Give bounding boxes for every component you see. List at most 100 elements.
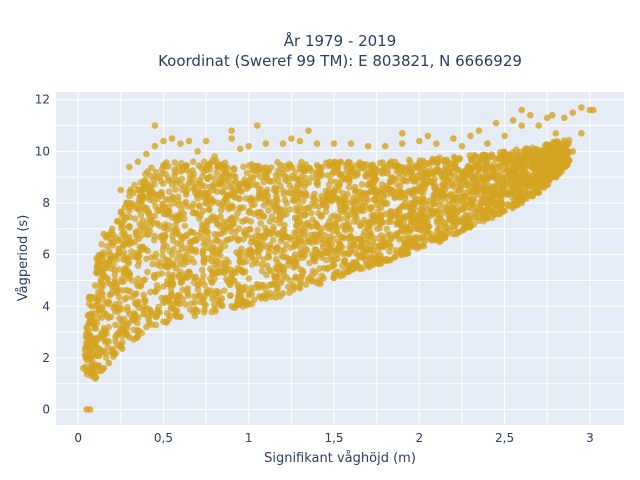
scatter-point: [111, 276, 119, 284]
scatter-point: [386, 241, 393, 248]
scatter-point: [144, 192, 152, 200]
scatter-point: [334, 268, 342, 276]
scatter-point: [169, 233, 176, 240]
scatter-point: [257, 173, 265, 181]
scatter-point: [404, 234, 411, 241]
scatter-point: [98, 329, 105, 336]
scatter-point: [467, 132, 474, 140]
scatter-point: [210, 158, 218, 166]
scatter-point: [112, 338, 119, 345]
scatter-point: [139, 223, 146, 230]
scatter-point: [225, 236, 232, 243]
scatter-point: [483, 178, 490, 186]
scatter-point: [274, 159, 281, 166]
scatter-point: [338, 198, 346, 205]
scatter-point: [305, 179, 313, 187]
scatter-point: [185, 180, 192, 187]
scatter-point: [201, 300, 208, 308]
scatter-point: [214, 188, 221, 195]
scatter-point: [93, 319, 101, 327]
x-tick-label: 2: [415, 431, 423, 445]
scatter-point: [266, 218, 274, 225]
scatter-point: [239, 268, 247, 275]
scatter-point: [122, 234, 129, 242]
scatter-point: [336, 180, 344, 188]
scatter-point: [257, 209, 264, 217]
scatter-point: [248, 234, 256, 242]
scatter-point: [561, 150, 569, 157]
scatter-point: [112, 234, 120, 241]
scatter-point: [168, 135, 176, 142]
scatter-point: [488, 208, 495, 215]
scatter-point: [349, 199, 356, 207]
scatter-point: [245, 275, 253, 282]
scatter-point: [230, 172, 237, 180]
scatter-point: [171, 159, 178, 166]
scatter-point: [285, 283, 292, 291]
scatter-point: [313, 246, 320, 254]
scatter-point: [182, 301, 189, 308]
scatter-point: [369, 165, 377, 173]
scatter-point: [458, 142, 466, 150]
scatter-point: [248, 253, 255, 260]
scatter-point: [131, 291, 139, 298]
scatter-point: [242, 258, 250, 265]
scatter-point: [399, 202, 407, 209]
scatter-point: [415, 187, 423, 194]
scatter-point: [364, 261, 372, 269]
scatter-point: [247, 284, 255, 292]
scatter-point: [263, 271, 270, 279]
scatter-point: [157, 190, 165, 197]
scatter-point: [99, 291, 106, 298]
scatter-point: [175, 300, 182, 307]
scatter-point: [167, 276, 175, 284]
scatter-point: [112, 321, 119, 329]
x-tick-label: 1: [245, 431, 253, 445]
scatter-point: [272, 201, 280, 208]
scatter-point: [428, 207, 436, 215]
scatter-point: [132, 228, 140, 235]
scatter-point: [509, 117, 517, 124]
scatter-point: [543, 149, 550, 157]
scatter-point: [491, 174, 498, 181]
scatter-point: [80, 364, 87, 372]
scatter-point: [180, 234, 187, 242]
scatter-point: [167, 304, 175, 312]
scatter-point: [218, 295, 226, 302]
scatter-point: [377, 216, 385, 224]
scatter-point: [83, 323, 90, 331]
scatter-point: [308, 209, 315, 217]
scatter-point: [362, 165, 369, 173]
scatter-point: [134, 298, 142, 306]
scatter-point: [189, 158, 197, 166]
scatter-point: [223, 192, 231, 199]
scatter-point: [201, 281, 208, 289]
y-tick-label: 12: [35, 93, 50, 107]
scatter-point: [180, 210, 187, 217]
scatter-point: [323, 256, 330, 264]
scatter-point: [431, 193, 438, 201]
scatter-point: [120, 278, 127, 285]
scatter-point: [302, 245, 309, 252]
scatter-point: [337, 158, 345, 166]
scatter-point: [306, 259, 313, 267]
scatter-point: [247, 196, 254, 203]
scatter-point: [307, 167, 315, 175]
scatter-point: [143, 150, 150, 158]
scatter-point: [105, 359, 113, 367]
scatter-point: [194, 292, 202, 300]
scatter-point: [472, 153, 480, 160]
scatter-point: [119, 223, 127, 231]
scatter-point: [151, 274, 158, 282]
scatter-point: [511, 192, 519, 199]
scatter-point: [590, 106, 597, 114]
scatter-point: [265, 177, 273, 185]
scatter-point: [235, 182, 243, 190]
scatter-point: [320, 264, 328, 272]
scatter-point: [497, 198, 505, 205]
scatter-point: [145, 315, 152, 323]
scatter-point: [131, 215, 139, 222]
scatter-point: [337, 243, 344, 250]
scatter-point: [204, 163, 212, 170]
